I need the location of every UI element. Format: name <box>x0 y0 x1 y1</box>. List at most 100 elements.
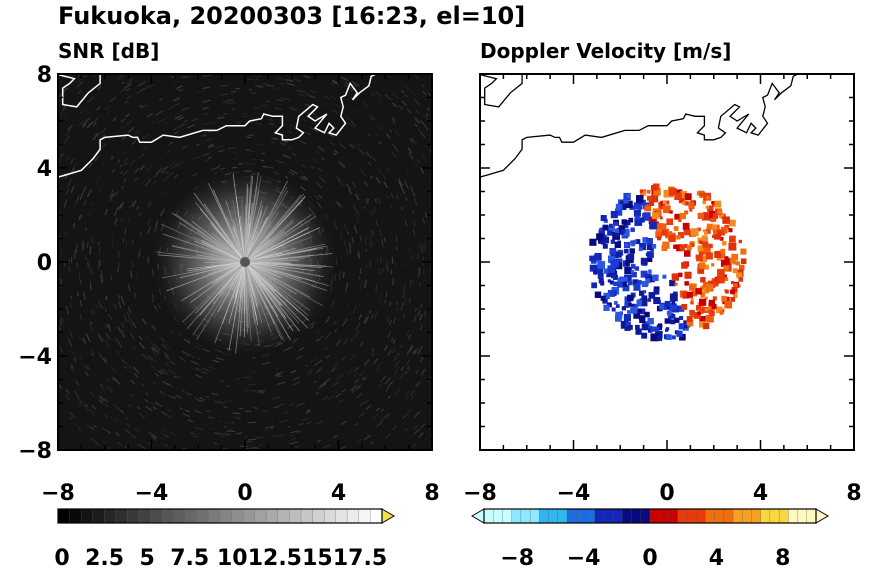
snr-noise-speck <box>407 334 412 340</box>
snr-noise-speck <box>223 406 228 409</box>
doppler-echo-cell <box>624 302 630 308</box>
snr-noise-speck <box>322 396 329 401</box>
snr-noise-speck <box>186 352 195 359</box>
snr-noise-speck <box>126 311 130 317</box>
snr-noise-speck <box>119 409 125 414</box>
snr-noise-speck <box>307 368 314 374</box>
snr-noise-speck <box>276 77 285 80</box>
doppler-echo-cell <box>627 294 634 302</box>
snr-noise-speck <box>354 329 360 338</box>
doppler-echo-cell <box>659 304 665 310</box>
snr-noise-speck <box>346 247 349 257</box>
snr-noise-speck <box>72 222 76 229</box>
snr-noise-speck <box>201 134 207 137</box>
doppler-colorbar-segment <box>603 508 614 524</box>
snr-noise-speck <box>124 161 128 166</box>
snr-noise-speck <box>113 303 117 310</box>
snr-noise-speck <box>382 412 390 419</box>
snr-noise-speck <box>73 358 77 363</box>
snr-noise-speck <box>317 146 325 152</box>
snr-noise-speck <box>385 388 389 392</box>
doppler-echo-cell <box>670 319 676 325</box>
doppler-x-tick-labels: −8 −4 0 4 8 <box>463 481 862 506</box>
snr-noise-speck <box>133 427 140 432</box>
snr-noise-speck <box>77 77 84 84</box>
snr-noise-speck <box>171 396 177 400</box>
snr-noise-speck <box>418 242 421 251</box>
snr-noise-speck <box>148 400 157 407</box>
snr-noise-speck <box>157 369 163 375</box>
snr-noise-speck <box>152 346 160 354</box>
doppler-echo-cell <box>738 264 745 271</box>
snr-noise-speck <box>212 359 220 363</box>
snr-noise-speck <box>405 330 410 337</box>
doppler-echo-cell <box>712 213 719 219</box>
snr-noise-speck <box>169 360 176 366</box>
snr-echo-ray <box>212 232 246 263</box>
doppler-echo-cell <box>678 198 685 204</box>
snr-noise-speck <box>101 133 106 138</box>
snr-noise-speck <box>186 392 192 396</box>
snr-noise-speck <box>341 355 346 361</box>
snr-colorbar-segment <box>266 508 279 524</box>
snr-noise-speck <box>104 398 110 403</box>
snr-y-tick-labels: 8 4 0 −4 −8 <box>18 63 52 464</box>
snr-noise-speck <box>146 83 155 89</box>
snr-colorbar <box>57 508 395 524</box>
snr-noise-speck <box>113 403 121 411</box>
doppler-echo-cell <box>600 227 604 231</box>
snr-noise-speck <box>315 338 320 342</box>
snr-echo-ray <box>244 190 289 263</box>
doppler-echo-cell <box>671 335 676 340</box>
doppler-echo-cell <box>655 231 663 238</box>
doppler-echo-cell <box>651 212 659 220</box>
doppler-echo-cell <box>655 330 663 339</box>
snr-noise-speck <box>90 391 95 397</box>
snr-noise-speck <box>370 441 375 445</box>
snr-noise-speck <box>363 180 369 188</box>
snr-noise-speck <box>97 85 102 90</box>
snr-noise-speck <box>410 186 414 193</box>
doppler-echo-cell <box>635 239 641 245</box>
snr-noise-speck <box>281 97 290 101</box>
snr-noise-speck <box>262 82 268 85</box>
snr-noise-speck <box>123 365 128 370</box>
snr-noise-speck <box>146 441 154 447</box>
snr-colorbar-segment <box>242 508 256 524</box>
snr-noise-speck <box>64 231 67 237</box>
snr-noise-speck <box>105 340 110 348</box>
snr-echo-ray <box>244 239 271 263</box>
snr-noise-speck <box>102 358 107 364</box>
snr-noise-speck <box>205 409 211 413</box>
snr-noise-speck <box>81 241 84 251</box>
snr-noise-speck <box>335 200 340 208</box>
snr-colorbar-segment <box>335 508 348 524</box>
doppler-echo-cell <box>614 221 618 226</box>
doppler-echo-cell <box>716 275 725 284</box>
doppler-echo-cell <box>674 317 680 323</box>
snr-noise-speck <box>106 386 113 393</box>
snr-noise-speck <box>210 166 220 171</box>
snr-noise-speck <box>348 189 353 195</box>
snr-echo-ray <box>244 261 272 333</box>
snr-panel: SNR [dB] −8 −4 0 4 8 8 4 0 −4 −8 <box>18 39 439 506</box>
snr-noise-speck <box>72 161 77 169</box>
snr-noise-speck <box>409 138 414 144</box>
snr-noise-speck <box>413 413 419 418</box>
snr-noise-speck <box>127 126 135 133</box>
snr-noise-speck <box>406 408 413 415</box>
x-tick-label: −8 <box>463 481 497 506</box>
snr-noise-speck <box>163 166 168 171</box>
snr-echo-ray <box>232 173 246 263</box>
snr-noise-speck <box>255 122 263 125</box>
snr-noise-speck <box>60 318 63 322</box>
snr-noise-speck <box>384 299 387 304</box>
snr-noise-speck <box>417 159 421 164</box>
snr-noise-speck <box>134 129 141 136</box>
snr-noise-speck <box>294 89 303 94</box>
snr-noise-speck <box>201 122 209 126</box>
snr-noise-speck <box>305 421 312 425</box>
doppler-echo-cell <box>724 300 733 309</box>
snr-noise-speck <box>120 117 126 123</box>
doppler-echo-cell <box>721 295 728 302</box>
